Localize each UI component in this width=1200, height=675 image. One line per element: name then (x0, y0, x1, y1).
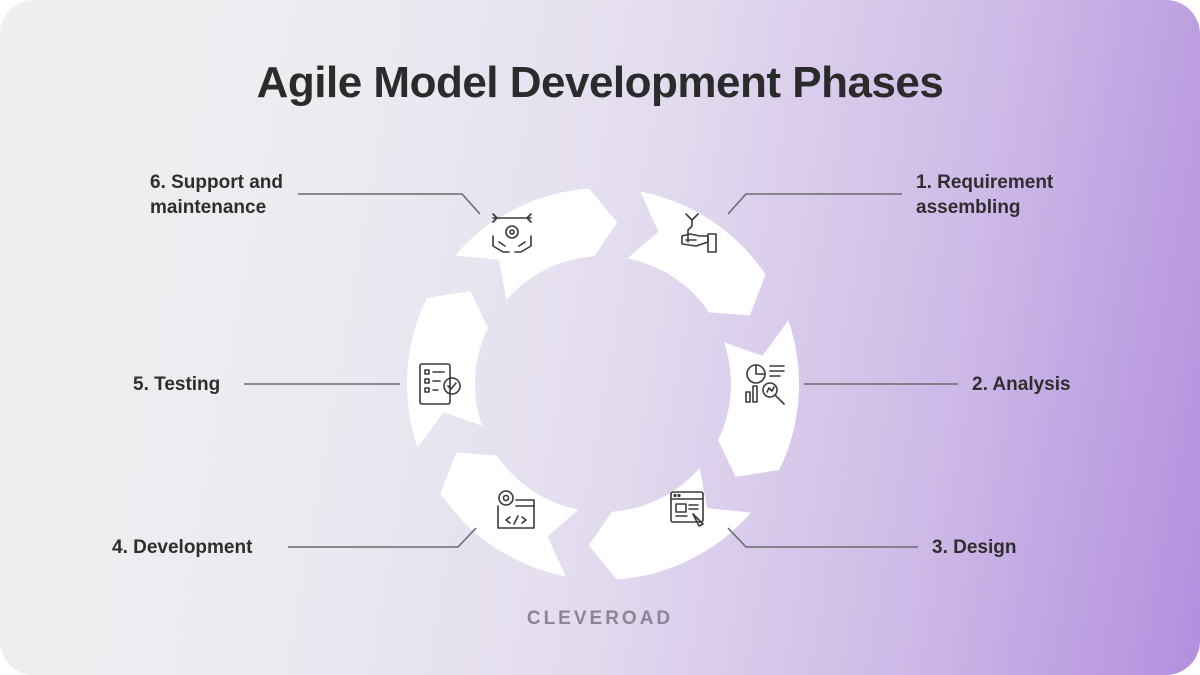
design-window-icon (670, 491, 704, 527)
phase-5-line1: 5. Testing (133, 374, 221, 395)
phase-label-3: 3. Design (932, 535, 1016, 560)
phase-6-line1: 6. Support and (150, 172, 283, 193)
phase-label-1: 1. Requirement assembling (916, 170, 1053, 220)
cycle-arrow-segment-4 (440, 452, 579, 577)
phase-label-2: 2. Analysis (972, 372, 1071, 397)
phase-1-line1: 1. Requirement (916, 172, 1054, 193)
connector-line-1 (727, 193, 902, 215)
brand-logo: CLEVEROAD (526, 608, 674, 629)
phase-1-line2: assembling (916, 197, 1021, 218)
phase-2-line1: 2. Analysis (972, 374, 1071, 395)
checklist-icon (419, 363, 461, 405)
cycle-arrow-segment-2 (718, 320, 799, 477)
support-hands-icon (492, 213, 532, 253)
cycle-arrow-segment-3 (588, 468, 751, 580)
connector-line-6 (298, 193, 481, 215)
cycle-arrow-segment-1 (627, 191, 766, 316)
cycle-ring (407, 188, 799, 580)
connector-line-3 (727, 527, 918, 548)
phase-4-line1: 4. Development (112, 537, 253, 558)
page-title: Agile Model Development Phases (256, 58, 944, 107)
phase-label-6: 6. Support and maintenance (150, 170, 283, 220)
phase-label-4: 4. Development (112, 535, 252, 560)
analytics-chart-icon (745, 364, 785, 405)
connector-lines (244, 193, 958, 548)
code-window-icon (497, 490, 535, 529)
phase-label-5: 5. Testing (133, 372, 220, 397)
cycle-arrow-segment-6 (455, 188, 618, 300)
connector-line-4 (288, 527, 477, 548)
phase-6-line2: maintenance (150, 197, 267, 218)
phase-3-line1: 3. Design (932, 537, 1017, 558)
cycle-arrow-segment-5 (407, 291, 488, 448)
wrench-hand-icon (681, 213, 717, 253)
